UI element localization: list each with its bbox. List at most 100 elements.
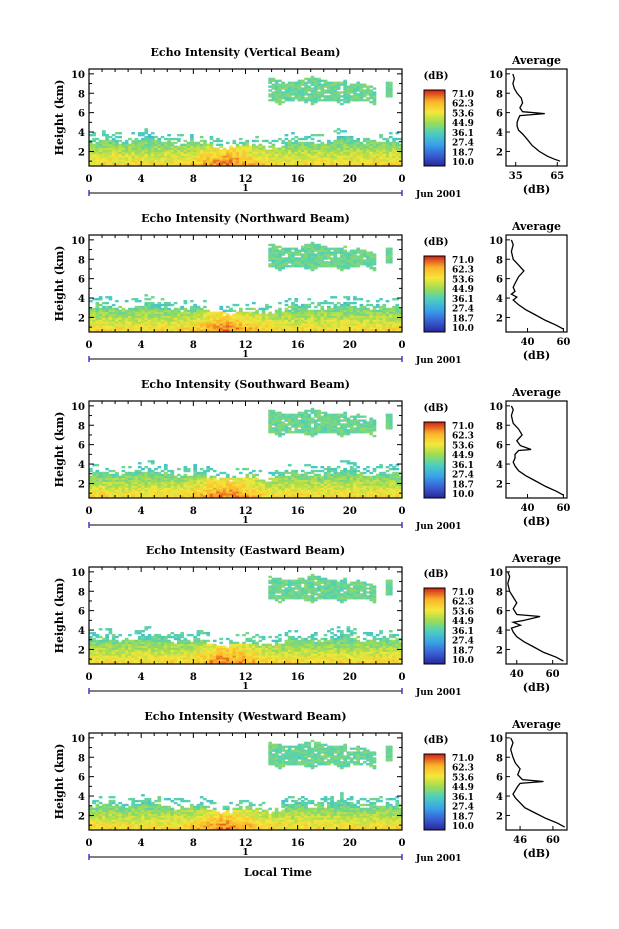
heatmap-cell [294, 313, 299, 316]
heatmap-cell [102, 143, 106, 147]
heatmap-cell [137, 151, 142, 154]
heatmap-cell [193, 465, 197, 469]
heatmap-cell [353, 251, 357, 254]
heatmap-cell [353, 321, 357, 324]
heatmap-cell [307, 409, 312, 413]
heatmap-cell [131, 319, 136, 322]
colorbar-segment [424, 103, 445, 106]
heatmap-cell [362, 431, 367, 434]
heatmap-cell [304, 83, 308, 86]
heatmap-cell [160, 323, 165, 326]
heatmap-cell [199, 139, 204, 143]
heatmap-cell [343, 139, 347, 143]
heatmap-cell [349, 415, 354, 418]
heatmap-cell [134, 305, 139, 309]
heatmap-cell [271, 159, 276, 162]
heatmap-cell [343, 433, 347, 436]
heatmap-cell [160, 155, 165, 158]
heatmap-cell [160, 479, 165, 482]
colorbar-segment [424, 90, 445, 93]
heatmap-cell [297, 485, 302, 488]
heatmap-cell [274, 485, 279, 488]
heatmap-cell [304, 423, 308, 426]
heatmap-cell [102, 157, 106, 160]
heatmap-cell [150, 479, 155, 482]
heatmap-cell [300, 95, 305, 98]
heatmap-cell [154, 481, 158, 484]
colorbar-segment [424, 290, 445, 293]
heatmap-cell [284, 329, 289, 332]
heatmap-cell [336, 139, 341, 143]
heatmap-cell [356, 263, 361, 266]
heatmap-cell [163, 329, 168, 332]
heatmap-cell [388, 153, 393, 156]
heatmap-cell [388, 321, 393, 324]
heatmap-cell [141, 151, 145, 154]
heatmap-cell [336, 423, 341, 426]
heatmap-cell [160, 151, 165, 154]
heatmap-cell [356, 431, 361, 434]
heatmap-cell [147, 133, 152, 137]
heatmap-cell [134, 151, 139, 154]
heatmap-cell [167, 489, 171, 492]
heatmap-cell [284, 133, 289, 137]
heatmap-cell [310, 251, 315, 254]
heatmap-cell [271, 491, 276, 494]
heatmap-cell [278, 255, 282, 258]
heatmap-cell [157, 473, 162, 477]
heatmap-cell [203, 327, 207, 330]
heatmap-cell [222, 327, 227, 330]
heatmap-cell [229, 487, 233, 490]
x-tick-label: 20 [343, 340, 357, 351]
heatmap-cell [252, 493, 256, 496]
heatmap-cell [154, 493, 158, 496]
heatmap-cell [115, 327, 119, 330]
heatmap-cell [359, 97, 364, 100]
heatmap-cell [317, 81, 321, 84]
heatmap-cell [372, 143, 377, 147]
heatmap-cell [343, 89, 347, 92]
heatmap-cell [274, 411, 279, 415]
heatmap-cell [167, 141, 171, 145]
heatmap-cell [95, 487, 100, 490]
heatmap-cell [287, 325, 292, 328]
heatmap-cell [287, 317, 292, 320]
heatmap-cell [330, 483, 334, 486]
heatmap-cell [278, 261, 282, 264]
heatmap-cell [294, 325, 299, 328]
heatmap-cell [108, 493, 113, 496]
heatmap-cell [167, 323, 171, 326]
colorbar-segment [424, 271, 445, 274]
heatmap-cell [313, 479, 318, 482]
heatmap-cell [281, 97, 286, 100]
heatmap-cell [323, 245, 328, 249]
colorbar-segment [424, 137, 445, 140]
heatmap-cell [248, 153, 253, 156]
heatmap-cell [268, 425, 272, 428]
heatmap-cell [128, 479, 132, 482]
heatmap-cell [274, 311, 279, 314]
heatmap-cell [131, 329, 136, 332]
heatmap-cell [346, 491, 351, 494]
heatmap-cell [186, 319, 191, 322]
heatmap-cell [333, 481, 338, 484]
heatmap-cell [268, 477, 272, 480]
heatmap-cell [343, 135, 347, 139]
heatmap-cell [144, 163, 149, 166]
heatmap-cell [362, 429, 367, 432]
heatmap-cell [343, 323, 347, 326]
heatmap-cell [199, 323, 204, 326]
heatmap-cell [385, 329, 390, 332]
heatmap-cell [150, 141, 155, 145]
heatmap-cell [163, 475, 168, 479]
heatmap-cell [252, 157, 256, 160]
heatmap-cell [147, 487, 152, 490]
heatmap-cell [105, 495, 109, 498]
colorbar-label: 62.3 [452, 266, 474, 276]
heatmap-cell [209, 493, 214, 496]
heatmap-cell [300, 147, 305, 150]
heatmap-cell [118, 149, 122, 152]
heatmap-cell [343, 85, 347, 88]
heatmap-cell [118, 493, 122, 496]
heatmap-cell [118, 309, 122, 313]
